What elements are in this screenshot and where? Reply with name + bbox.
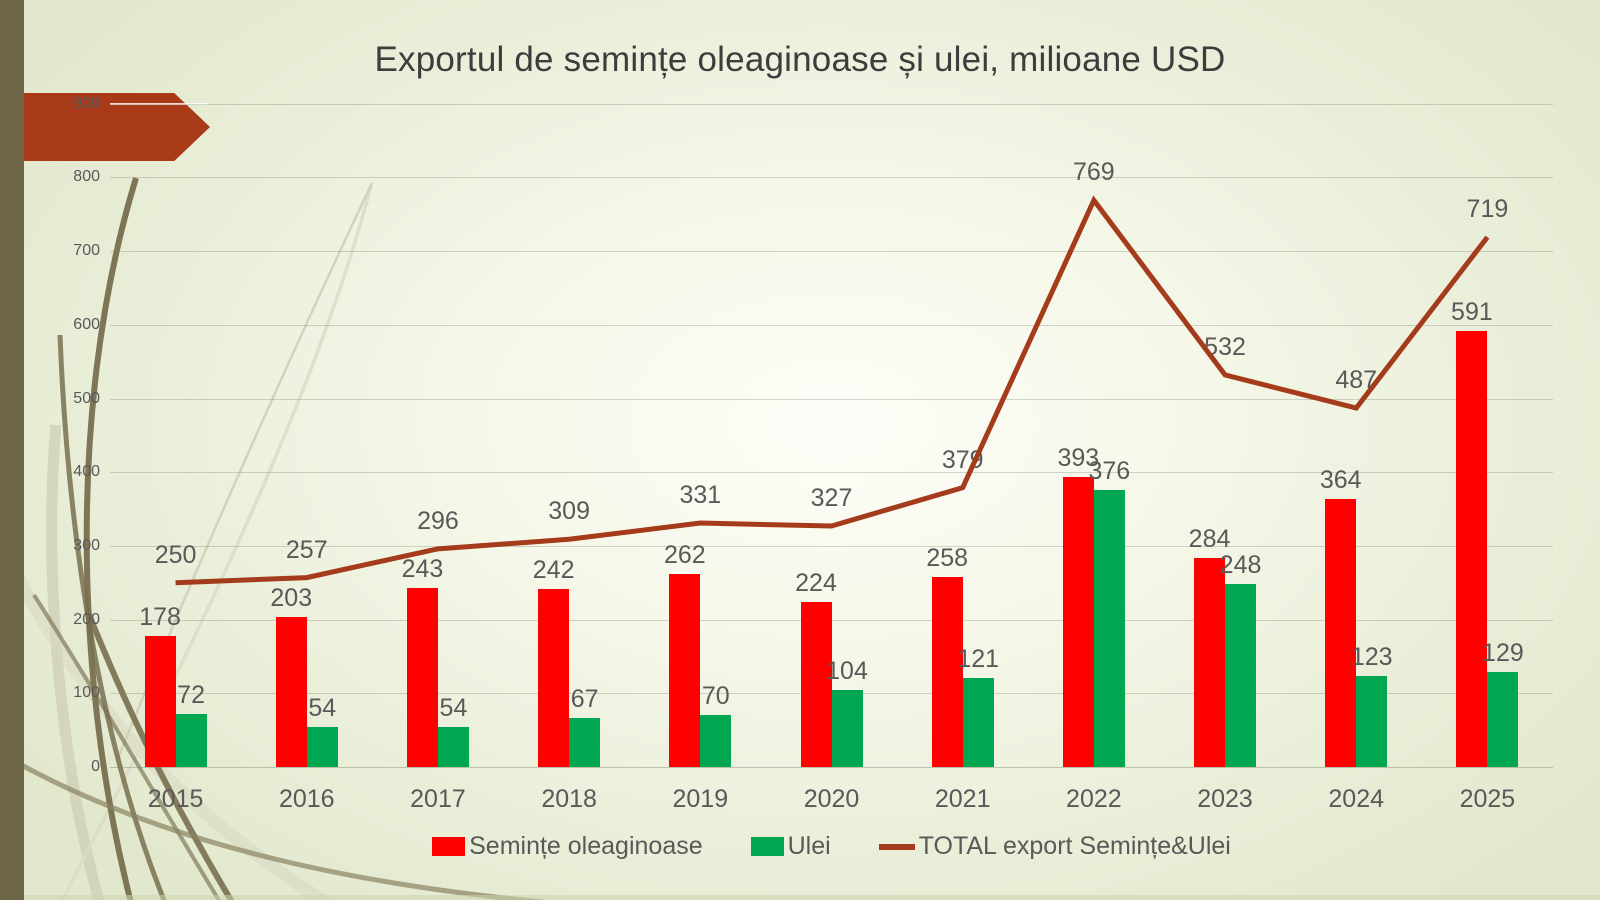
- x-axis-label-2021: 2021: [934, 785, 991, 813]
- bar-value-label: 70: [701, 682, 730, 711]
- total-value-label: 250: [154, 540, 197, 569]
- total-value-label: 257: [285, 535, 328, 564]
- y-axis-tick-label: 500: [73, 389, 100, 407]
- total-value-label: 327: [810, 484, 853, 512]
- bar-semin-e-oleaginoase-2022: [1062, 477, 1094, 767]
- total-value-label: 296: [417, 506, 459, 535]
- x-axis-label-2019: 2019: [672, 785, 729, 813]
- total-value-label: 487: [1335, 366, 1378, 395]
- bar-ulei-2019: [700, 715, 732, 767]
- legend-item: Ulei: [750, 832, 831, 861]
- bar-ulei-2015: [175, 713, 207, 767]
- legend-label: Semințe oleaginoase: [469, 832, 703, 860]
- total-line: [175, 195, 1490, 586]
- bar-value-label: 376: [1088, 456, 1131, 485]
- x-axis-label-2024: 2024: [1328, 785, 1385, 813]
- bar-semin-e-oleaginoase-2020: [800, 601, 832, 767]
- bar-semin-e-oleaginoase-2019: [669, 573, 701, 767]
- total-value-label: 532: [1204, 332, 1246, 361]
- legend-item: TOTAL export Semințe&Ulei: [878, 832, 1231, 861]
- legend-color-swatch: [750, 837, 784, 856]
- y-axis-tick-label: 900: [73, 94, 100, 112]
- legend-label: Ulei: [787, 832, 831, 860]
- bar-value-label: 258: [926, 543, 969, 572]
- total-value-label: 769: [1073, 158, 1115, 187]
- bottom-edge-strip: [24, 895, 1600, 900]
- bar-semin-e-oleaginoase-2018: [538, 588, 570, 767]
- y-axis-tick-label: 200: [73, 610, 100, 628]
- gridline-600: [110, 324, 1553, 326]
- bar-value-label: 104: [826, 657, 868, 686]
- gridline-200: [110, 619, 1553, 621]
- bar-semin-e-oleaginoase-2017: [406, 587, 438, 767]
- bar-ulei-2016: [306, 727, 338, 767]
- bar-value-label: 178: [139, 602, 181, 631]
- total-value-label: 719: [1466, 195, 1509, 224]
- total-value-label: 379: [941, 445, 984, 474]
- gridline-900: [110, 103, 1553, 105]
- bar-value-label: 72: [177, 680, 205, 709]
- chart-legend: Semințe oleaginoase Ulei TOTAL export Semi…: [110, 832, 1553, 861]
- left-edge-bar: [0, 0, 24, 900]
- y-axis-tick-label: 600: [73, 315, 100, 333]
- bar-ulei-2022: [1093, 489, 1125, 767]
- y-axis-tick-label: 300: [73, 536, 100, 554]
- bar-value-label: 284: [1188, 524, 1231, 553]
- bar-value-label: 364: [1319, 465, 1362, 494]
- bar-semin-e-oleaginoase-2025: [1456, 331, 1488, 767]
- gridline-500: [110, 398, 1553, 400]
- bar-value-label: 262: [663, 540, 706, 569]
- x-axis-label-2017: 2017: [410, 785, 466, 813]
- x-axis-label-2025: 2025: [1459, 785, 1516, 813]
- bar-value-label: 224: [795, 568, 837, 597]
- bar-value-label: 54: [308, 694, 337, 723]
- bar-ulei-2018: [569, 717, 601, 767]
- x-axis-label-2018: 2018: [541, 785, 597, 813]
- bar-ulei-2025: [1487, 671, 1519, 767]
- bar-ulei-2024: [1356, 676, 1388, 767]
- legend-line-swatch: [878, 843, 915, 850]
- total-value-label: 331: [679, 481, 722, 510]
- bar-ulei-2023: [1225, 584, 1257, 767]
- bar-value-label: 242: [532, 555, 575, 584]
- bar-semin-e-oleaginoase-2016: [275, 617, 307, 767]
- bar-value-label: 54: [439, 694, 468, 723]
- x-axis-label-2016: 2016: [278, 785, 335, 813]
- gridline-800: [110, 177, 1553, 179]
- y-axis-tick-label: 100: [73, 684, 100, 702]
- bar-semin-e-oleaginoase-2015: [144, 635, 176, 767]
- total-value-label: 309: [548, 497, 590, 526]
- bar-ulei-2020: [831, 690, 863, 767]
- y-axis-tick-label: 400: [73, 463, 100, 481]
- bar-value-label: 121: [957, 644, 1000, 673]
- legend-item: Semințe oleaginoase: [432, 832, 703, 861]
- gridline-0: [110, 767, 1553, 768]
- legend-label: TOTAL export Semințe&Ulei: [918, 832, 1231, 860]
- bar-semin-e-oleaginoase-2021: [931, 576, 963, 767]
- bar-value-label: 129: [1482, 638, 1524, 667]
- x-axis-label-2020: 2020: [803, 785, 860, 813]
- arrow-gridline-highlight: [110, 103, 208, 105]
- bar-value-label: 243: [401, 554, 444, 583]
- bar-ulei-2017: [437, 727, 469, 767]
- gridline-700: [110, 251, 1553, 253]
- x-axis-label-2022: 2022: [1066, 785, 1122, 813]
- bar-semin-e-oleaginoase-2024: [1325, 498, 1357, 767]
- bar-value-label: 203: [270, 584, 313, 613]
- bar-value-label: 123: [1350, 643, 1393, 672]
- bar-value-label: 248: [1219, 551, 1262, 580]
- bar-semin-e-oleaginoase-2023: [1194, 557, 1226, 767]
- legend-color-swatch: [432, 837, 466, 856]
- y-axis-tick-label: 0: [91, 758, 100, 775]
- bar-ulei-2021: [962, 677, 994, 767]
- x-axis-label-2023: 2023: [1197, 785, 1253, 813]
- x-axis-label-2015: 2015: [147, 785, 204, 813]
- y-axis-tick-label: 800: [73, 168, 100, 186]
- y-axis-tick-label: 700: [73, 242, 100, 260]
- bar-value-label: 67: [570, 684, 599, 713]
- bar-value-label: 591: [1451, 298, 1493, 327]
- chart-title: Exportul de semințe oleaginoase și ulei,…: [374, 40, 1226, 79]
